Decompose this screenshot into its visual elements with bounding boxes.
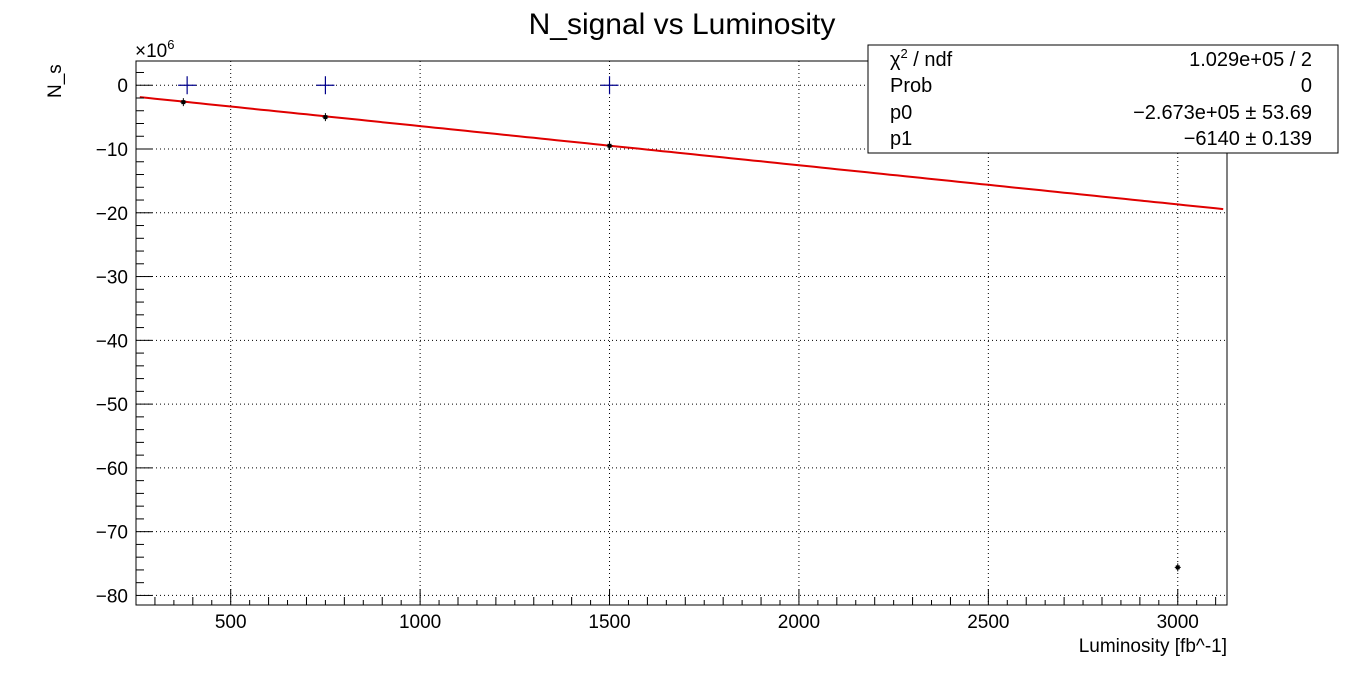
x-tick-label: 1500 (588, 612, 630, 633)
axis-labels: 500 1000 1500 2000 2500 3000 0 −10 −20 −30 −40 −50 −… (96, 76, 1199, 633)
fit-line-layer (139, 96, 1224, 211)
y-tick-label: −30 (96, 268, 128, 289)
y-tick-label: −70 (96, 523, 128, 544)
stats-label-main: p1 (890, 128, 912, 150)
data-point (180, 98, 187, 107)
x-tick-label: 2500 (967, 612, 1009, 633)
stats-row-value: −6140 ± 0.139 (1184, 128, 1312, 150)
cross-marker (178, 76, 197, 95)
x-tick-label: 1000 (399, 612, 441, 633)
y-tick-label: −20 (96, 204, 128, 225)
stats-label-rest: / ndf (908, 49, 953, 71)
data-point (1174, 563, 1181, 572)
y-tick-label: −10 (96, 140, 128, 161)
stats-row-label: p0 (890, 102, 912, 124)
y-axis-multiplier: ×106 (135, 37, 174, 62)
axes (135, 60, 1228, 606)
y-tick-label: 0 (117, 76, 128, 97)
cross-marker (316, 76, 335, 95)
y-multiplier-base: ×10 (135, 41, 167, 62)
data-point (606, 141, 613, 150)
stats-row-value: −2.673e+05 ± 53.69 (1133, 102, 1312, 124)
stats-row-label: Prob (890, 75, 932, 97)
grid (136, 61, 1227, 605)
y-tick-label: −50 (96, 395, 128, 416)
stats-label-sup: 2 (901, 46, 908, 61)
x-axis-title: Luminosity [fb^-1] (1079, 636, 1227, 657)
x-tick-label: 2000 (778, 612, 820, 633)
y-multiplier-exponent: 6 (167, 37, 174, 52)
stats-row-label: χ2 / ndf (890, 46, 953, 71)
stats-row-value: 0 (1301, 75, 1312, 97)
y-tick-label: −60 (96, 459, 128, 480)
cross-marker (600, 76, 619, 95)
stats-label-main: p0 (890, 102, 912, 124)
x-tick-label: 500 (215, 612, 247, 633)
stats-box-frame (867, 44, 1339, 154)
y-axis-title: N_s (45, 64, 66, 98)
stats-row-label: p1 (890, 128, 912, 150)
chart-title: N_signal vs Luminosity (529, 8, 836, 41)
fit-stats-box: χ2 / ndf 1.029e+05 / 2 Prob 0 p0 −2.673e+05 ±… (867, 44, 1339, 154)
data-points-layer (178, 76, 1181, 572)
stats-row-value: 1.029e+05 / 2 (1189, 49, 1312, 71)
stats-label-main: Prob (890, 75, 932, 97)
y-tick-label: −40 (96, 331, 128, 352)
plot-frame (135, 60, 1228, 606)
stats-label-main: χ (890, 49, 901, 71)
y-tick-label: −80 (96, 586, 128, 607)
x-tick-label: 3000 (1157, 612, 1199, 633)
data-point (322, 113, 329, 122)
fit-line (139, 96, 1224, 211)
